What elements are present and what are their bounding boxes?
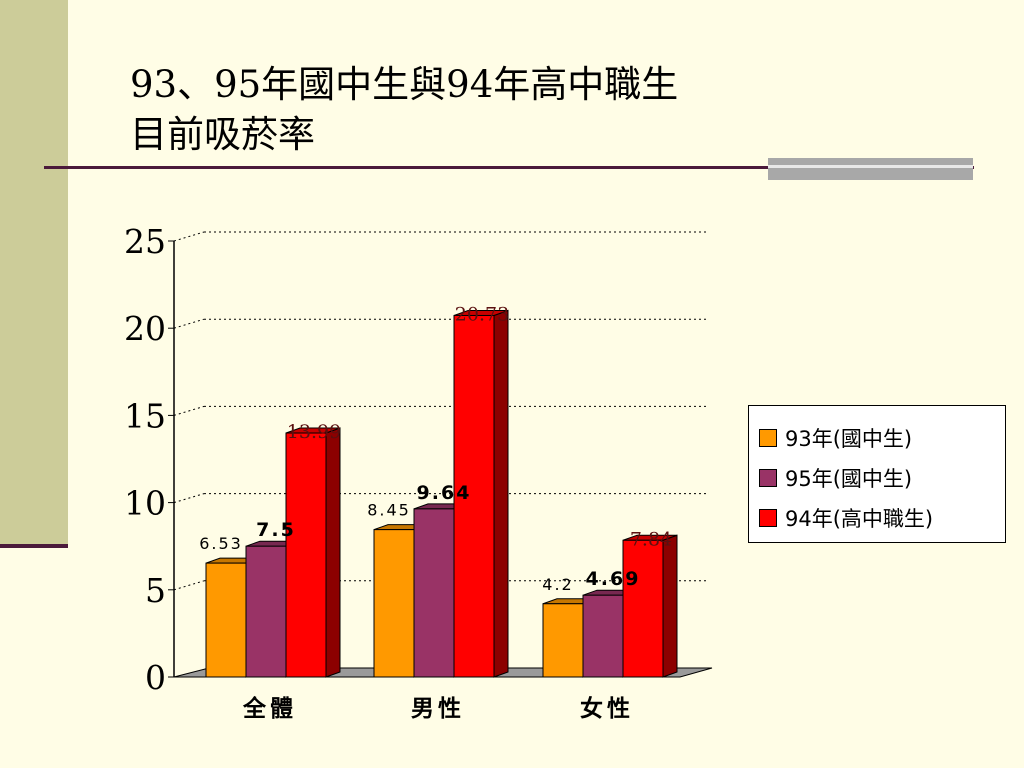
legend-swatch <box>759 509 777 527</box>
bar-front <box>622 539 664 678</box>
left-decor-band <box>0 0 68 545</box>
gridline-depth <box>173 493 205 504</box>
slide-title: 93、95年國中生與94年高中職生 目前吸菸率 <box>130 60 678 160</box>
gridline-depth <box>173 580 205 591</box>
data-label: 13.99 <box>287 421 341 443</box>
data-label: 6.53 <box>199 534 243 553</box>
gridline-depth <box>173 318 205 329</box>
gridline-depth <box>173 231 205 242</box>
chart-legend: 93年(國中生) 95年(國中生) 94年(高中職生) <box>748 405 1006 543</box>
y-tick-label: 25 <box>124 222 166 261</box>
y-axis: 0 5 10 15 20 25 <box>124 222 175 697</box>
data-label: 7.5 <box>256 519 296 541</box>
bar-front <box>542 603 584 678</box>
bar-side <box>325 427 341 678</box>
x-category-label: 男性 <box>411 696 465 722</box>
legend-label: 94年(高中職生) <box>785 507 934 531</box>
x-category-label: 全體 <box>242 695 297 722</box>
data-label: 4.2 <box>542 575 573 594</box>
data-label: 7.84 <box>630 528 672 550</box>
y-tick-label: 0 <box>145 658 166 697</box>
y-tick-label: 10 <box>124 484 166 523</box>
left-decor-rule <box>0 544 68 548</box>
legend-item: 94年(高中職生) <box>759 498 1005 538</box>
y-tick-label: 15 <box>124 396 166 435</box>
bar-front <box>285 432 327 678</box>
slide-title-line1: 93、95年國中生與94年高中職生 <box>130 63 679 106</box>
title-accent-bar <box>768 158 973 180</box>
gridline-depth <box>173 405 205 416</box>
bar-1-2 <box>453 309 509 678</box>
title-accent-stripe <box>768 165 973 168</box>
data-label: 4.69 <box>586 568 641 590</box>
data-label: 8.45 <box>367 501 411 520</box>
legend-item: 93年(國中生) <box>759 418 1005 458</box>
data-label: 9.64 <box>417 482 472 504</box>
legend-label: 95年(國中生) <box>785 467 913 491</box>
legend-label: 93年(國中生) <box>785 427 913 451</box>
legend-swatch <box>759 429 777 447</box>
data-label: 20.73 <box>455 303 509 325</box>
bars <box>205 309 678 678</box>
y-tick-label: 20 <box>124 309 166 348</box>
data-labels: 6.53 7.5 13.99 8.45 9.64 20.73 4.2 4.69 7.84 <box>199 303 672 593</box>
bar-front <box>582 594 624 678</box>
bar-front <box>453 314 495 678</box>
bar-front <box>373 529 415 678</box>
bar-0-2 <box>285 427 341 678</box>
bar-front <box>205 562 247 678</box>
legend-swatch <box>759 469 777 487</box>
y-tick-label: 5 <box>145 571 166 610</box>
bar-side <box>493 309 509 678</box>
category-labels: 全體 男性 女性 <box>242 695 634 722</box>
legend-item: 95年(國中生) <box>759 458 1005 498</box>
bar-front <box>413 508 455 678</box>
bar-2-2 <box>622 534 678 678</box>
x-category-label: 女性 <box>580 695 634 722</box>
title-underline <box>44 166 974 169</box>
slide-title-line2: 目前吸菸率 <box>130 113 315 156</box>
bar-side <box>662 534 678 678</box>
bar-front <box>245 545 287 678</box>
